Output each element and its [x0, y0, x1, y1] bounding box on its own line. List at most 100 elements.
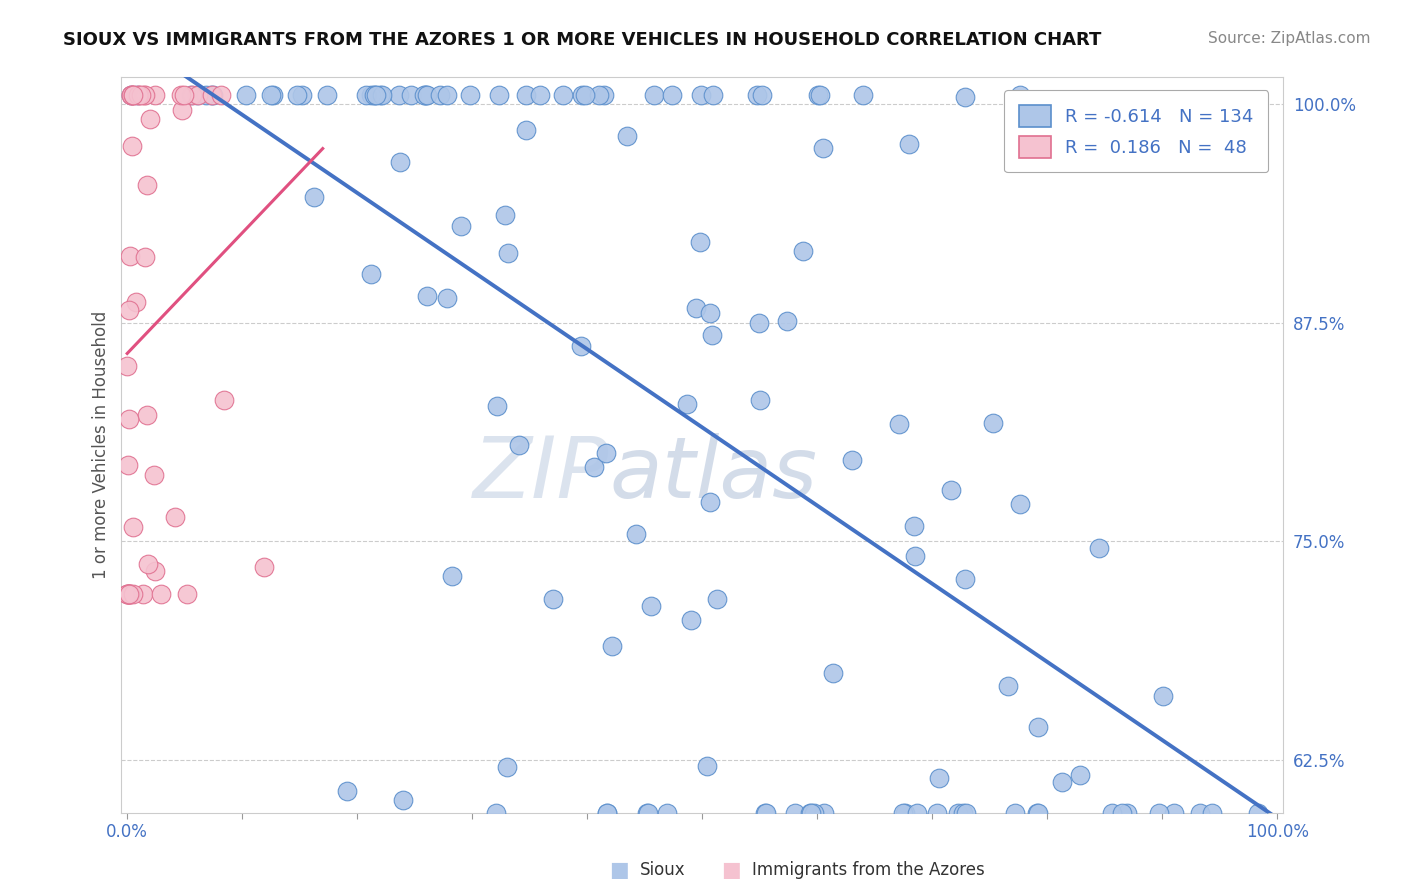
Point [163, 510, 186, 524]
Point [571, 87, 593, 102]
Point [952, 805, 974, 820]
Point [939, 483, 962, 497]
Text: SIOUX VS IMMIGRANTS FROM THE AZORES 1 OR MORE VEHICLES IN HOUSEHOLD CORRELATION : SIOUX VS IMMIGRANTS FROM THE AZORES 1 OR… [63, 31, 1102, 49]
Point [118, 412, 141, 426]
Point [508, 438, 530, 452]
Point [291, 87, 314, 102]
Point [696, 758, 718, 772]
Point [595, 445, 617, 459]
Point [596, 805, 619, 820]
Point [689, 235, 711, 250]
Point [142, 467, 165, 482]
Point [496, 246, 519, 260]
Point [364, 87, 387, 102]
Point [120, 87, 142, 102]
Point [616, 129, 638, 144]
Point [170, 103, 193, 118]
Point [201, 87, 224, 102]
Point [200, 87, 222, 102]
Point [262, 87, 284, 102]
Point [131, 87, 153, 102]
Point [368, 87, 391, 102]
Point [134, 87, 156, 102]
Point [494, 208, 516, 222]
Point [1116, 805, 1139, 820]
Point [356, 87, 378, 102]
Point [181, 87, 204, 102]
Point [450, 219, 472, 234]
Point [1147, 805, 1170, 820]
Point [360, 87, 382, 102]
Point [436, 291, 458, 305]
Point [128, 87, 150, 102]
Point [336, 784, 359, 798]
Point [657, 805, 679, 820]
Point [187, 87, 209, 102]
Point [783, 805, 806, 820]
Point [118, 302, 141, 317]
Point [118, 249, 141, 263]
Point [800, 805, 823, 820]
Point [485, 805, 508, 820]
Point [891, 805, 914, 820]
Point [887, 417, 910, 432]
Point [699, 495, 721, 509]
Point [776, 314, 799, 328]
Point [955, 90, 977, 104]
Point [304, 190, 326, 204]
Point [588, 87, 610, 102]
Point [905, 805, 928, 820]
Point [1050, 775, 1073, 789]
Point [209, 87, 232, 102]
Point [1028, 805, 1050, 820]
Point [117, 359, 139, 374]
Point [897, 137, 920, 152]
Point [136, 408, 159, 422]
Point [260, 87, 283, 102]
Point [413, 87, 436, 102]
Point [125, 295, 148, 310]
Point [1004, 805, 1026, 820]
Point [118, 587, 141, 601]
Point [624, 526, 647, 541]
Point [596, 805, 619, 820]
Point [412, 87, 434, 102]
Point [813, 805, 835, 820]
Point [120, 587, 142, 601]
Point [1189, 805, 1212, 820]
Point [706, 592, 728, 607]
Point [955, 805, 977, 820]
Point [636, 805, 658, 820]
Point [799, 805, 821, 820]
Text: ■: ■ [609, 860, 628, 880]
Point [748, 316, 770, 330]
Point [1010, 87, 1032, 102]
Point [1201, 805, 1223, 820]
Point [807, 87, 830, 102]
Point [186, 87, 208, 102]
Point [143, 87, 166, 102]
Point [173, 87, 195, 102]
Point [415, 87, 437, 102]
Point [127, 87, 149, 102]
Point [202, 87, 225, 102]
Point [122, 87, 145, 102]
Point [551, 87, 574, 102]
Point [803, 805, 825, 820]
Point [643, 87, 665, 102]
Text: Source: ZipAtlas.com: Source: ZipAtlas.com [1208, 31, 1371, 46]
Point [676, 397, 699, 411]
Point [180, 87, 202, 102]
Point [1152, 690, 1174, 704]
Point [702, 327, 724, 342]
Point [392, 793, 415, 807]
Text: ■: ■ [721, 860, 741, 880]
Point [529, 87, 551, 102]
Point [953, 572, 976, 586]
Point [132, 587, 155, 601]
Point [574, 87, 596, 102]
Point [1101, 805, 1123, 820]
Point [841, 453, 863, 467]
Point [117, 587, 139, 601]
Point [1069, 768, 1091, 782]
